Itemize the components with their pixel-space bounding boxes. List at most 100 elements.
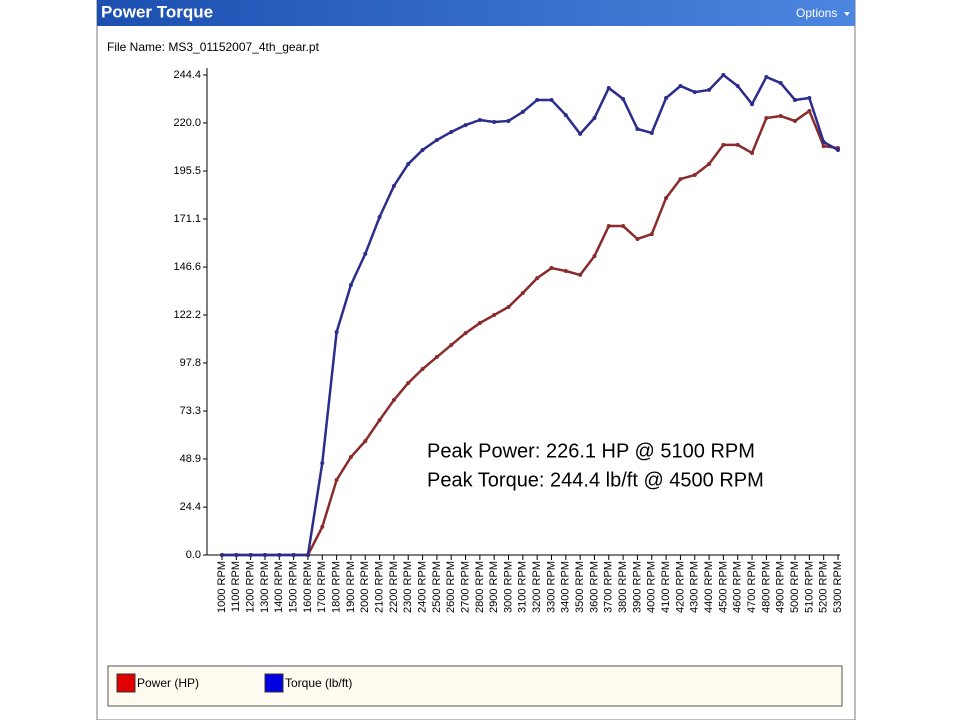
point (348, 454, 353, 459)
point (606, 224, 611, 229)
x-tick-label: 2600 RPM (445, 561, 457, 613)
point (664, 95, 669, 100)
point (449, 129, 454, 134)
file-name: File Name: MS3_01152007_4th_gear.pt (107, 40, 320, 54)
x-tick-label: 2500 RPM (431, 561, 443, 613)
point (348, 282, 353, 287)
x-tick-label: 3800 RPM (617, 561, 629, 613)
x-tick-label: 3500 RPM (574, 561, 586, 613)
x-tick-label: 3600 RPM (588, 561, 600, 613)
x-tick-label: 5000 RPM (789, 561, 801, 613)
x-tick-label: 4300 RPM (689, 561, 701, 613)
point (363, 439, 368, 444)
point (664, 195, 669, 200)
point (277, 553, 282, 557)
point (735, 83, 740, 88)
point (707, 161, 712, 166)
y-tick-label: 146.6 (173, 261, 201, 273)
point (635, 236, 640, 241)
point (549, 266, 554, 271)
x-tick-label: 2700 RPM (459, 561, 471, 613)
point (320, 461, 325, 466)
window-title: Power Torque (101, 2, 213, 21)
series-line (222, 73, 839, 557)
point (807, 95, 812, 100)
series-line (222, 109, 839, 557)
point (406, 380, 411, 385)
window (96, 0, 856, 721)
point (492, 313, 497, 317)
x-tick-label: 4600 RPM (732, 561, 744, 613)
point (635, 127, 640, 132)
y-tick-label: 171.1 (173, 213, 201, 225)
point (506, 118, 511, 123)
point (592, 254, 597, 259)
annotation: Peak Power: 226.1 HP @ 5100 RPM (427, 440, 755, 462)
x-tick-label: 1200 RPM (245, 561, 257, 613)
point (463, 123, 468, 128)
point (477, 321, 482, 326)
x-tick-label: 2900 RPM (488, 561, 500, 613)
point (778, 114, 783, 119)
x-tick-label: 3100 RPM (517, 561, 529, 613)
point (592, 116, 597, 121)
point (563, 113, 568, 118)
point (821, 139, 826, 144)
x-tick-label: 2800 RPM (474, 561, 486, 613)
point (220, 553, 224, 557)
point (606, 85, 611, 90)
x-tick-label: 3900 RPM (631, 561, 643, 613)
y-tick-label: 48.9 (180, 453, 201, 465)
y-tick-label: 220.0 (173, 117, 201, 129)
point (621, 96, 626, 101)
point (678, 177, 683, 182)
point (449, 343, 454, 348)
x-tick-label: 5100 RPM (803, 561, 815, 613)
point (492, 119, 497, 124)
legend-swatch (264, 673, 284, 693)
point (807, 108, 812, 113)
point (707, 87, 712, 92)
point (420, 148, 425, 153)
point (621, 224, 626, 229)
y-tick-label: 73.3 (180, 405, 201, 417)
point (649, 130, 654, 135)
point (520, 291, 525, 296)
point (434, 138, 439, 143)
point (391, 398, 396, 403)
x-tick-label: 3200 RPM (531, 561, 543, 613)
y-tick-label: 97.8 (180, 357, 201, 369)
legend-swatch (116, 673, 136, 693)
point (506, 304, 511, 309)
point (262, 553, 267, 557)
options-menu[interactable]: Options (796, 6, 837, 20)
point (391, 183, 396, 188)
x-tick-label: 4200 RPM (674, 561, 686, 613)
point (305, 553, 310, 557)
x-tick-label: 2000 RPM (359, 561, 371, 613)
point (678, 83, 683, 88)
y-tick-label: 195.5 (173, 165, 201, 177)
point (320, 524, 325, 529)
x-tick-label: 4900 RPM (775, 561, 787, 613)
legend (107, 665, 843, 707)
point (563, 269, 568, 274)
point (520, 109, 525, 114)
point (434, 355, 439, 360)
x-tick-label: 2200 RPM (388, 561, 400, 613)
point (463, 331, 468, 336)
x-tick-label: 1700 RPM (316, 561, 328, 613)
legend-label: Power (HP) (137, 676, 199, 690)
x-tick-label: 5200 RPM (818, 561, 830, 613)
x-tick-label: 1400 RPM (273, 561, 285, 613)
x-tick-label: 1000 RPM (216, 561, 228, 613)
x-tick-label: 4400 RPM (703, 561, 715, 613)
point (420, 367, 425, 372)
x-tick-label: 1800 RPM (331, 561, 343, 613)
point (649, 232, 654, 237)
point (377, 214, 382, 219)
legend-label: Torque (lb/ft) (285, 676, 352, 690)
point (692, 172, 697, 177)
point (721, 142, 726, 147)
